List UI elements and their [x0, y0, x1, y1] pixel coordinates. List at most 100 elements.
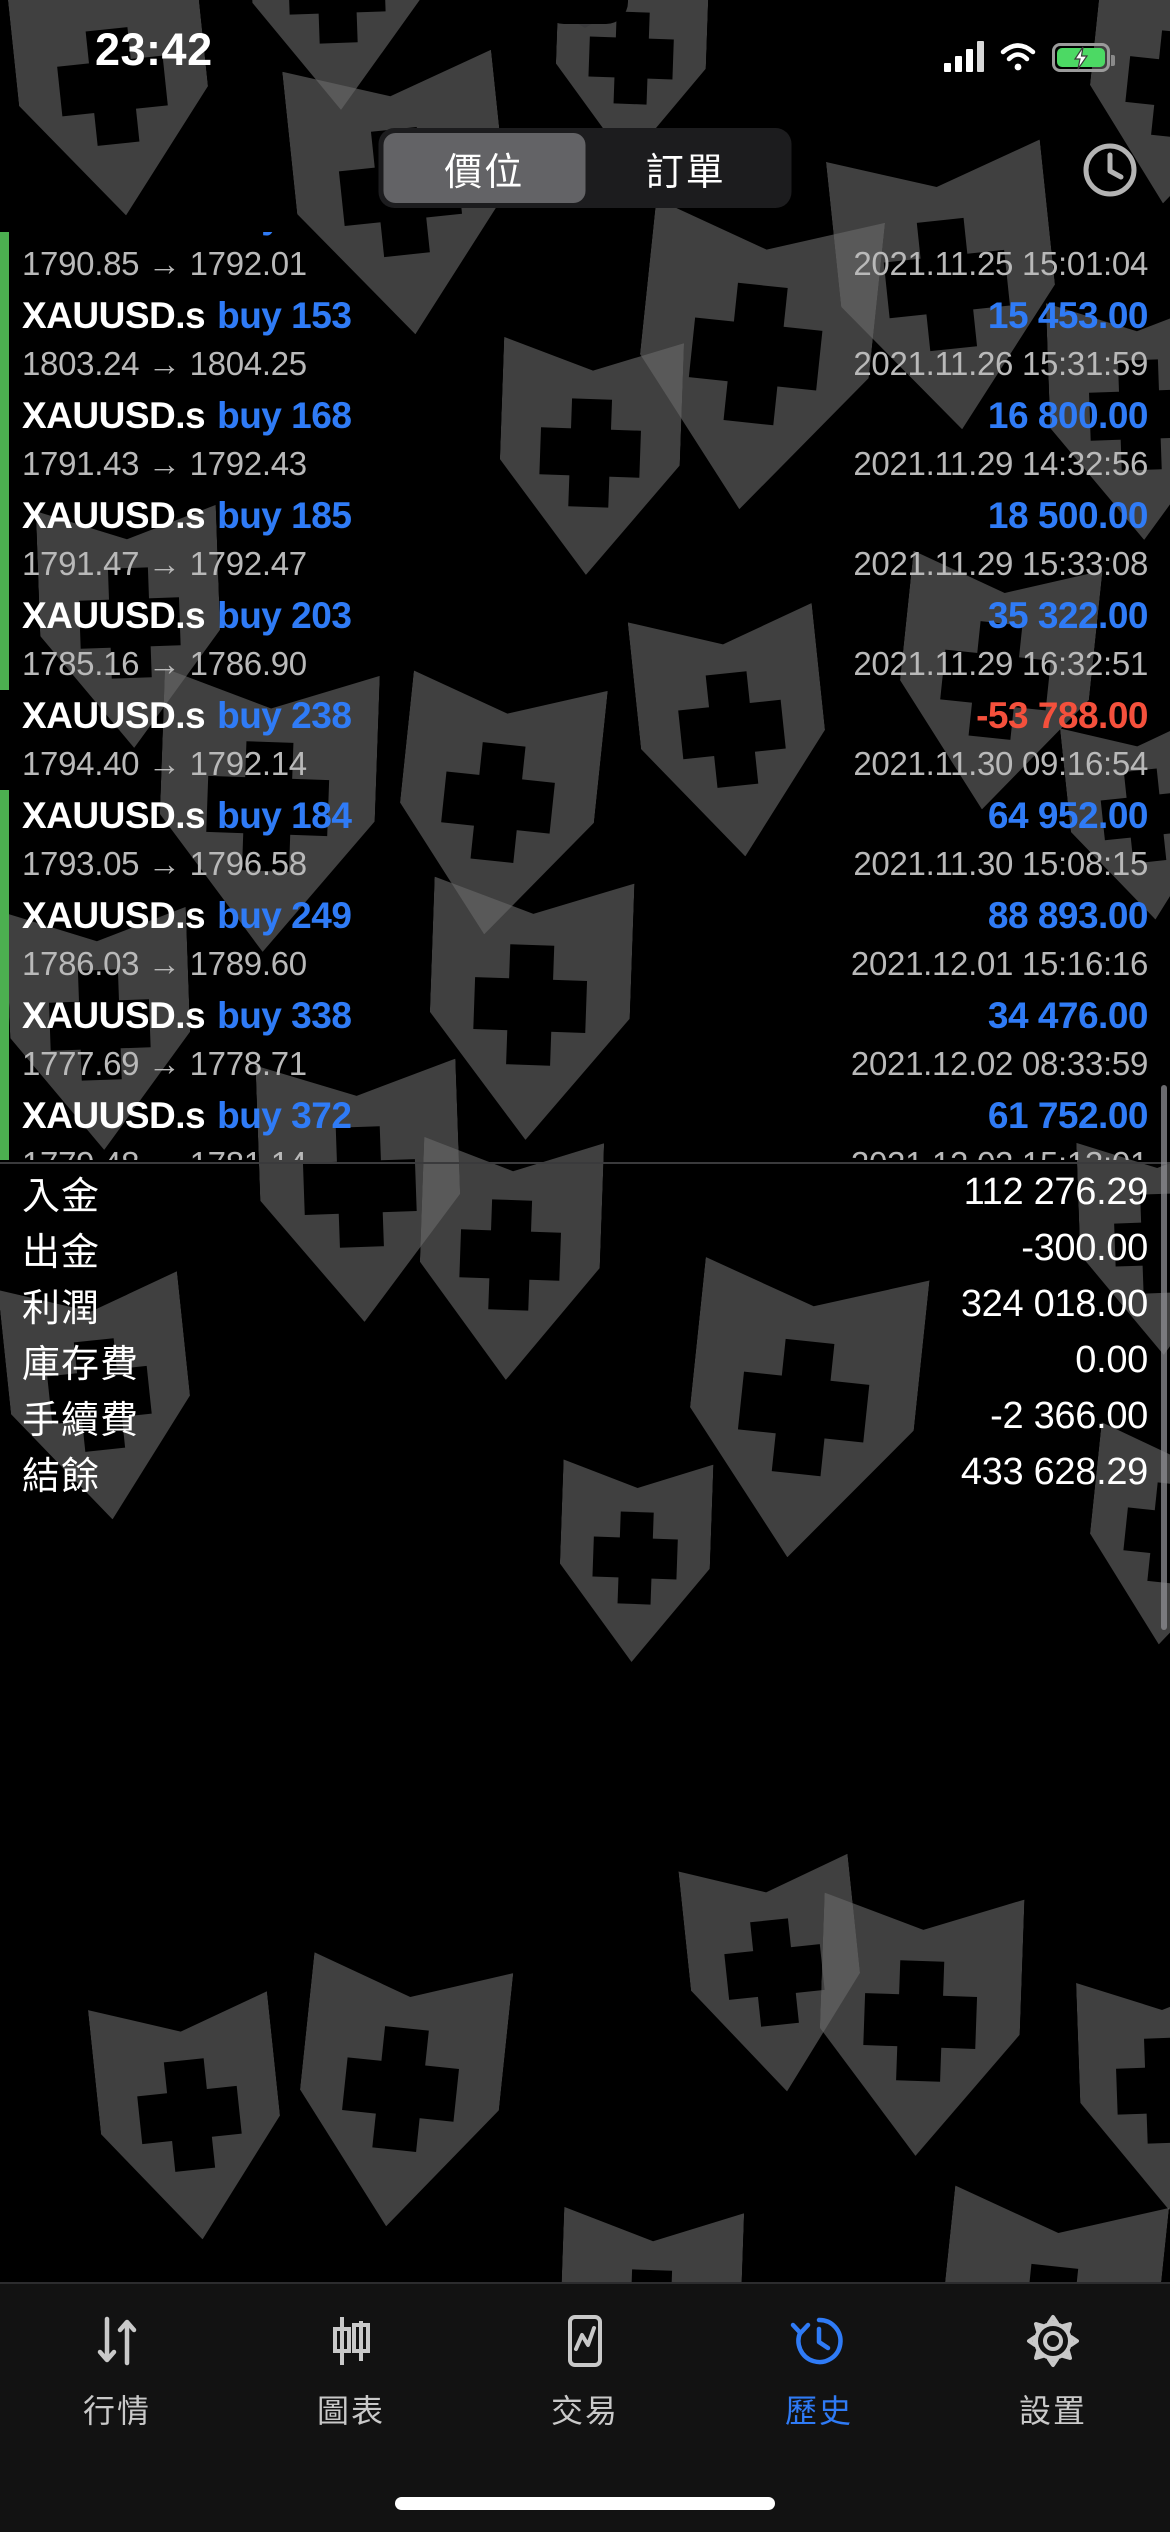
summary-value: 112 276.29	[963, 1170, 1149, 1213]
gear-icon	[1023, 2310, 1083, 2372]
deal-row-primary: XAUUSD.s buy 203 35 322.00	[22, 592, 1149, 640]
deal-row[interactable]: XAUUSD.s buy 249 88 893.00 1786.03 → 1789.6…	[0, 890, 1170, 990]
status-bar-indicators	[944, 30, 1115, 72]
deal-row-secondary: 1791.47 → 1792.47 2021.11.29 15:33:08	[22, 542, 1148, 586]
deal-symbol: XAUUSD.s	[22, 995, 206, 1036]
deal-instrument: XAUUSD.s buy 137	[22, 232, 352, 237]
summary-row: 出金 -300.00	[0, 1220, 1170, 1276]
deal-instrument: XAUUSD.s buy 185	[22, 495, 352, 537]
tab-label: 交易	[550, 2393, 619, 2429]
position-group-bar	[0, 790, 9, 890]
tab-trade[interactable]: 交易	[468, 2284, 702, 2432]
deal-row-primary: XAUUSD.s buy 338 34 476.00	[22, 992, 1149, 1040]
deal-row[interactable]: XAUUSD.s buy 185 18 500.00 1791.47 → 1792.4…	[0, 490, 1170, 590]
summary-value: -2 366.00	[990, 1394, 1148, 1437]
deal-row-primary: XAUUSD.s buy 153 15 453.00	[22, 292, 1149, 340]
summary-value: 433 628.29	[960, 1450, 1148, 1493]
history-deals-list[interactable]: XAUUSD.s buy 137 15 892.00 1790.85 → 1792.0…	[0, 232, 1170, 1160]
deal-instrument: XAUUSD.s buy 372	[22, 1095, 352, 1137]
deal-row[interactable]: XAUUSD.s buy 168 16 800.00 1791.43 → 1792.4…	[0, 390, 1170, 490]
deal-timestamp: 2021.11.30 09:16:54	[853, 745, 1148, 782]
deal-row-primary: XAUUSD.s buy 168 16 800.00	[22, 392, 1149, 440]
summary-label: 結餘	[22, 1455, 101, 1498]
deal-symbol: XAUUSD.s	[22, 395, 206, 436]
deal-row-secondary: 1791.43 → 1792.43 2021.11.29 14:32:56	[22, 442, 1148, 486]
deal-row[interactable]: XAUUSD.s buy 338 34 476.00 1777.69 → 1778.7…	[0, 990, 1170, 1090]
summary-label: 入金	[22, 1175, 101, 1218]
summary-row: 手續費 -2 366.00	[0, 1388, 1170, 1444]
deal-price-range: 1786.03 → 1789.60	[22, 945, 307, 982]
deal-side-volume: buy 372	[217, 1095, 352, 1136]
deal-row[interactable]: XAUUSD.s buy 184 64 952.00 1793.05 → 1796.5…	[0, 790, 1170, 890]
tab-settings[interactable]: 設置	[936, 2284, 1170, 2432]
summary-value: 0.00	[1075, 1338, 1148, 1381]
deal-price-range: 1790.85 → 1792.01	[22, 245, 307, 282]
deal-timestamp: 2021.12.01 15:16:16	[850, 945, 1148, 982]
account-summary: 入金 112 276.29 出金 -300.00 利潤 324 018.00 庫存費 0.00…	[0, 1162, 1170, 2282]
deal-profit: 88 893.00	[987, 895, 1149, 936]
tab-history[interactable]: 歷史	[702, 2284, 936, 2432]
deal-row[interactable]: XAUUSD.s buy 203 35 322.00 1785.16 → 1786.9…	[0, 590, 1170, 690]
deal-row-secondary: 1803.24 → 1804.25 2021.11.26 15:31:59	[22, 342, 1148, 386]
deal-row-secondary: 1793.05 → 1796.58 2021.11.30 15:08:15	[22, 842, 1148, 886]
deal-row-secondary: 1790.85 → 1792.01 2021.11.25 15:01:04	[22, 242, 1148, 286]
deal-row-primary: XAUUSD.s buy 238 -53 788.00	[22, 692, 1148, 740]
deal-timestamp: 2021.11.30 15:08:15	[853, 845, 1148, 882]
phone-chart-icon	[555, 2310, 615, 2372]
tab-quotes[interactable]: 行情	[0, 2284, 234, 2432]
summary-label: 利潤	[22, 1287, 101, 1330]
deal-symbol: XAUUSD.s	[22, 232, 206, 236]
summary-row: 入金 112 276.29	[0, 1164, 1170, 1220]
bottom-tab-bar[interactable]: 行情 圖表 交易 歷史 設置	[0, 2282, 1170, 2532]
deal-price-range: 1791.47 → 1792.47	[22, 545, 307, 582]
cellular-bars-icon	[944, 40, 984, 72]
deal-side-volume: buy 185	[217, 495, 352, 536]
deal-side-volume: buy 137	[217, 232, 352, 236]
deal-row-primary: XAUUSD.s buy 184 64 952.00	[22, 792, 1149, 840]
deal-row-secondary: 1779.48 → 1781.14 2021.12.02 15:13:01	[22, 1142, 1148, 1160]
deal-instrument: XAUUSD.s buy 184	[22, 795, 352, 837]
list-scrollbar[interactable]	[1161, 1085, 1167, 1630]
deal-instrument: XAUUSD.s buy 153	[22, 295, 352, 337]
deal-symbol: XAUUSD.s	[22, 595, 206, 636]
deal-profit: 15 892.00	[988, 232, 1149, 237]
deal-profit: 34 476.00	[987, 995, 1149, 1036]
deal-instrument: XAUUSD.s buy 238	[22, 695, 352, 737]
deal-price-range: 1785.16 → 1786.90	[22, 645, 307, 682]
deal-symbol: XAUUSD.s	[22, 695, 206, 736]
deal-row[interactable]: XAUUSD.s buy 137 15 892.00 1790.85 → 1792.0…	[0, 232, 1170, 290]
deal-symbol: XAUUSD.s	[22, 295, 206, 336]
deal-timestamp: 2021.12.02 15:13:01	[851, 1145, 1148, 1160]
battery-charging-icon	[1052, 43, 1115, 72]
deal-symbol: XAUUSD.s	[22, 895, 206, 936]
tab-charts[interactable]: 圖表	[234, 2284, 468, 2432]
header: 價位 訂單	[0, 110, 1170, 230]
home-indicator[interactable]	[395, 2497, 775, 2510]
summary-value: -300.00	[1021, 1226, 1148, 1269]
deal-row[interactable]: XAUUSD.s buy 238 -53 788.00 1794.40 → 1792.…	[0, 690, 1170, 790]
deal-timestamp: 2021.11.29 16:32:51	[853, 645, 1148, 682]
segment-quotes[interactable]: 價位	[383, 133, 585, 203]
deal-side-volume: buy 238	[217, 695, 352, 736]
segment-orders[interactable]: 訂單	[645, 151, 726, 194]
deal-price-range: 1779.48 → 1781.14	[22, 1145, 307, 1160]
segmented-control[interactable]: 價位 訂單	[378, 128, 792, 208]
deal-row[interactable]: XAUUSD.s buy 372 61 752.00 1779.48 → 1781.1…	[0, 1090, 1170, 1160]
deal-row[interactable]: XAUUSD.s buy 153 15 453.00 1803.24 → 1804.2…	[0, 290, 1170, 390]
deal-profit: -53 788.00	[976, 695, 1148, 736]
deal-timestamp: 2021.11.29 15:33:08	[853, 545, 1148, 582]
position-group-bar	[0, 1090, 9, 1160]
tab-label: 圖表	[316, 2393, 385, 2429]
summary-row: 結餘 433 628.29	[0, 1444, 1170, 1500]
deal-timestamp: 2021.11.29 14:32:56	[853, 445, 1148, 482]
deal-profit: 18 500.00	[987, 495, 1149, 536]
deal-row-secondary: 1794.40 → 1792.14 2021.11.30 09:16:54	[22, 742, 1148, 786]
clock-icon[interactable]	[1078, 138, 1142, 202]
deal-symbol: XAUUSD.s	[22, 1095, 206, 1136]
deal-profit: 15 453.00	[987, 295, 1149, 336]
deal-row-secondary: 1777.69 → 1778.71 2021.12.02 08:33:59	[22, 1042, 1148, 1086]
tab-label: 歷史	[784, 2393, 853, 2429]
deal-price-range: 1791.43 → 1792.43	[22, 445, 307, 482]
deal-side-volume: buy 249	[217, 895, 352, 936]
